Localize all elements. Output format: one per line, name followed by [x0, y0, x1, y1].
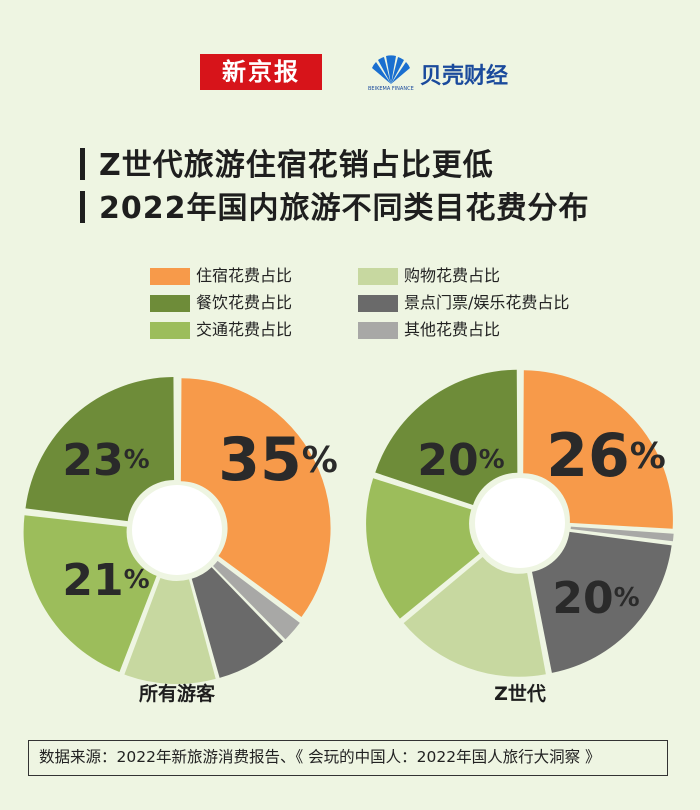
donut-slice	[570, 526, 674, 542]
donut-slice	[213, 560, 300, 640]
data-label: 20%	[417, 435, 504, 486]
donut-slice	[124, 578, 216, 684]
donut-hole	[475, 478, 565, 568]
legend-label: 餐饮花费占比	[196, 293, 293, 312]
data-label: 26%	[546, 421, 666, 491]
legend-swatch	[150, 322, 190, 339]
legend-swatch	[150, 295, 190, 312]
title-line-1: Z世代旅游住宿花销占比更低	[80, 140, 494, 184]
shell-icon	[372, 55, 410, 84]
data-label: 35%	[218, 425, 338, 495]
legend-swatch	[358, 295, 398, 312]
title-text-1: Z世代旅游住宿花销占比更低	[99, 148, 494, 183]
data-label: 21%	[62, 555, 149, 606]
donut-slice	[375, 369, 518, 505]
donut-slice	[523, 370, 673, 529]
beike-finance-text: 贝壳财经	[420, 64, 509, 89]
chart-title: 所有游客	[139, 682, 216, 705]
donut-slice	[531, 531, 672, 673]
source-note: 数据来源：2022年新旅游消费报告、《 会玩的中国人：2022年国人旅行大洞察 …	[28, 740, 668, 776]
donut-slice	[180, 378, 331, 617]
donut-slice	[23, 515, 157, 672]
chart-title: Z世代	[494, 683, 546, 705]
donut-chart-2: 26% 20% 20% Z世代	[366, 369, 674, 705]
donut-slice	[403, 556, 546, 677]
title-bar	[80, 148, 85, 180]
data-label: 23%	[62, 435, 149, 486]
beike-finance-subtext: BEIKEMA FINANCE	[368, 86, 414, 92]
legend-label: 购物花费占比	[404, 266, 501, 285]
data-label: 20%	[552, 573, 639, 624]
legend: 住宿花费占比 餐饮花费占比 交通花费占比 购物花费占比 景点门票/娱乐花费占比 …	[0, 266, 700, 346]
title-text-2: 2022年国内旅游不同类目花费分布	[99, 191, 590, 226]
legend-label: 交通花费占比	[196, 320, 293, 339]
logo-bar: 新京报 贝壳财经 BEIKEMA FINANCE	[0, 54, 700, 94]
xinjingbao-logo: 新京报	[200, 54, 322, 90]
title-bar	[80, 191, 85, 223]
donut-slice	[25, 377, 175, 522]
donut-hole	[132, 485, 222, 575]
title-line-2: 2022年国内旅游不同类目花费分布	[80, 183, 590, 227]
legend-label: 景点门票/娱乐花费占比	[404, 293, 570, 312]
donut-slice	[191, 567, 284, 678]
legend-label: 住宿花费占比	[196, 266, 293, 285]
donut-slice	[366, 478, 480, 619]
legend-swatch	[358, 322, 398, 339]
legend-swatch	[150, 268, 190, 285]
donut-chart-1: 35% 21% 23% 所有游客	[23, 377, 338, 705]
donut-charts: 35% 21% 23% 所有游客 26% 20% 20% Z世代	[23, 369, 674, 705]
legend-label: 其他花费占比	[404, 320, 501, 339]
legend-swatch	[358, 268, 398, 285]
